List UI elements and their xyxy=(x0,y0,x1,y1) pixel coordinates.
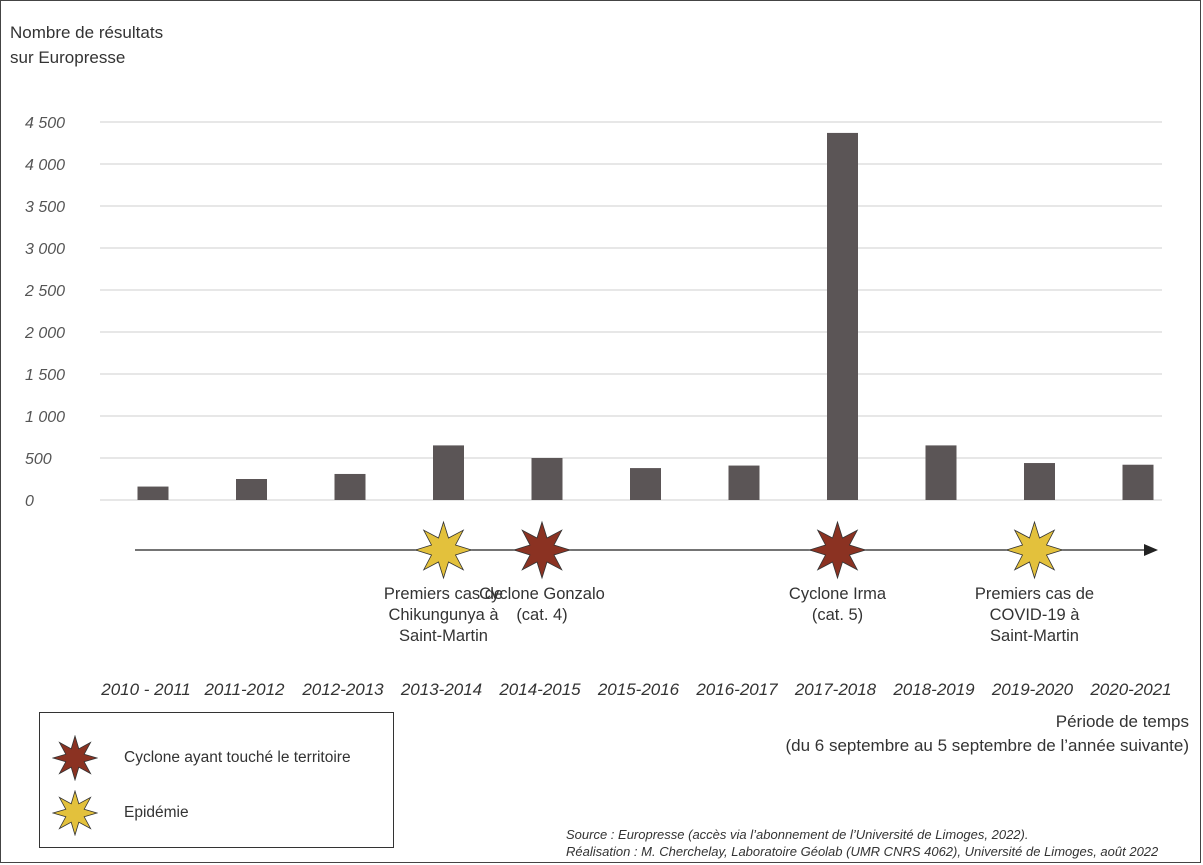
legend-item-cyclone: Cyclone ayant touché le territoire xyxy=(40,735,351,781)
y-tick-label: 1 500 xyxy=(25,367,65,384)
epidemic-star-icon xyxy=(40,790,110,836)
bar xyxy=(1122,464,1154,500)
x-axis-title: Période de temps (du 6 septembre au 5 se… xyxy=(785,710,1189,758)
x-tick-label: 2015-2016 xyxy=(597,680,680,699)
x-tick-label: 2013-2014 xyxy=(400,680,482,699)
x-tick-label: 2011-2012 xyxy=(203,680,285,699)
x-tick-label: 2017-2018 xyxy=(794,680,877,699)
x-tick-label: 2020-2021 xyxy=(1089,680,1171,699)
bar xyxy=(827,132,858,501)
x-axis-title-line2: (du 6 septembre au 5 septembre de l’anné… xyxy=(785,736,1189,755)
event-label: Cyclone Gonzalo (cat. 4) xyxy=(479,585,605,624)
bar xyxy=(334,473,366,500)
cyclone-star-icon xyxy=(40,735,110,781)
y-tick-label: 3 500 xyxy=(25,199,65,216)
x-tick-label: 2019-2020 xyxy=(991,680,1074,699)
cyclone-star-icon xyxy=(512,520,572,580)
bar xyxy=(728,465,760,500)
x-tick-label: 2014-2015 xyxy=(498,680,581,699)
source-note: Source : Europresse (accès via l’abonnem… xyxy=(566,826,1158,860)
y-tick-label: 4 500 xyxy=(25,115,65,132)
epidemic-star-icon xyxy=(414,520,473,580)
y-axis-title: Nombre de résultats sur Europresse xyxy=(10,23,164,67)
event-label: Premiers cas de COVID-19 à Saint-Martin xyxy=(974,585,1095,645)
x-tick-label: 2012-2013 xyxy=(301,680,384,699)
bar xyxy=(433,445,464,500)
event-label: Premiers cas de Chikungunya à Saint-Mart… xyxy=(383,585,504,645)
y-tick-label: 1 000 xyxy=(25,409,65,426)
x-tick-label: 2016-2017 xyxy=(695,680,778,699)
timeline-arrowhead xyxy=(1144,544,1158,556)
event-label: Cyclone Irma (cat. 5) xyxy=(788,585,887,624)
x-tick-label: 2010 - 2011 xyxy=(100,680,190,699)
y-tick-label: 4 000 xyxy=(25,157,65,174)
legend: Cyclone ayant touché le territoire Epidé… xyxy=(39,712,394,848)
bar xyxy=(1024,463,1055,500)
bar xyxy=(236,479,267,500)
y-tick-label: 2 500 xyxy=(24,283,65,300)
y-tick-label: 3 000 xyxy=(25,241,65,258)
bar xyxy=(137,486,169,500)
bar xyxy=(531,458,563,500)
y-tick-label: 500 xyxy=(25,451,52,468)
source-line2: Réalisation : M. Cherchelay, Laboratoire… xyxy=(566,844,1159,859)
bar xyxy=(925,445,957,500)
source-line1: Source : Europresse (accès via l’abonnem… xyxy=(566,827,1029,842)
legend-item-epidemic: Epidémie xyxy=(40,790,189,836)
epidemic-star-icon xyxy=(1005,520,1064,580)
legend-epidemic-label: Epidémie xyxy=(124,804,189,821)
star-shape xyxy=(52,790,98,836)
x-tick-label: 2018-2019 xyxy=(892,680,975,699)
y-tick-label: 2 000 xyxy=(24,325,65,342)
x-axis-title-line1: Période de temps xyxy=(1055,712,1189,731)
y-tick-label: 0 xyxy=(25,493,34,510)
cyclone-star-icon xyxy=(808,520,867,580)
bar xyxy=(630,468,661,500)
star-shape xyxy=(52,735,98,781)
legend-cyclone-label: Cyclone ayant touché le territoire xyxy=(124,749,351,766)
